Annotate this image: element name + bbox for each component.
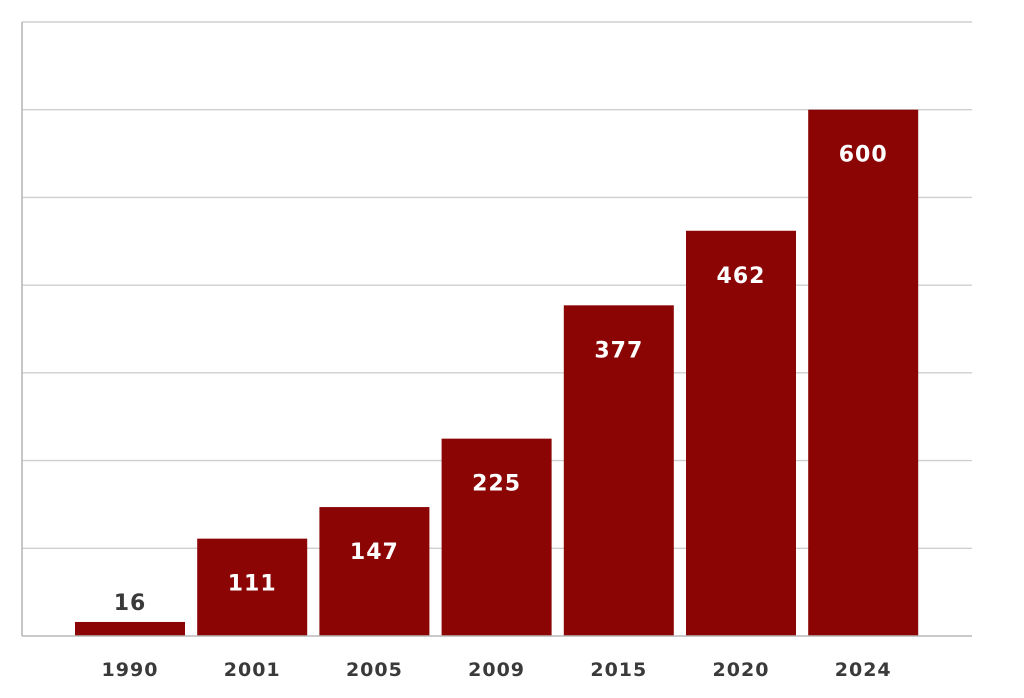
x-tick-labels: 1990 2001 2005 2009 2015 2020 2024 — [102, 659, 892, 681]
x-tick-label: 2015 — [590, 659, 647, 681]
bar-value-label: 111 — [228, 572, 277, 597]
bar-value-label: 225 — [472, 472, 521, 497]
bar-value-label: 377 — [594, 338, 643, 363]
x-tick-label: 2024 — [835, 659, 892, 681]
x-tick-label: 2005 — [346, 659, 403, 681]
x-tick-label: 1990 — [102, 659, 159, 681]
bar-2001 — [197, 538, 308, 636]
x-tick-label: 2001 — [224, 659, 281, 681]
bar-value-label: 147 — [350, 540, 399, 565]
bar-2009 — [441, 438, 552, 636]
bar-2015 — [563, 305, 674, 636]
bar-1990 — [75, 621, 185, 636]
axes — [21, 22, 972, 637]
bar-2024 — [808, 109, 919, 636]
bar-value-label: 16 — [114, 591, 147, 616]
bar-value-label: 600 — [839, 143, 888, 168]
bars — [75, 109, 919, 636]
gridlines — [22, 21, 972, 549]
bar-2020 — [686, 230, 796, 636]
bar-value-labels: 16 111 147 225 377 462 600 — [114, 143, 888, 616]
bar-value-label: 462 — [717, 264, 766, 289]
x-tick-label: 2020 — [713, 659, 770, 681]
bar-2005 — [319, 507, 430, 636]
x-tick-label: 2009 — [468, 659, 525, 681]
